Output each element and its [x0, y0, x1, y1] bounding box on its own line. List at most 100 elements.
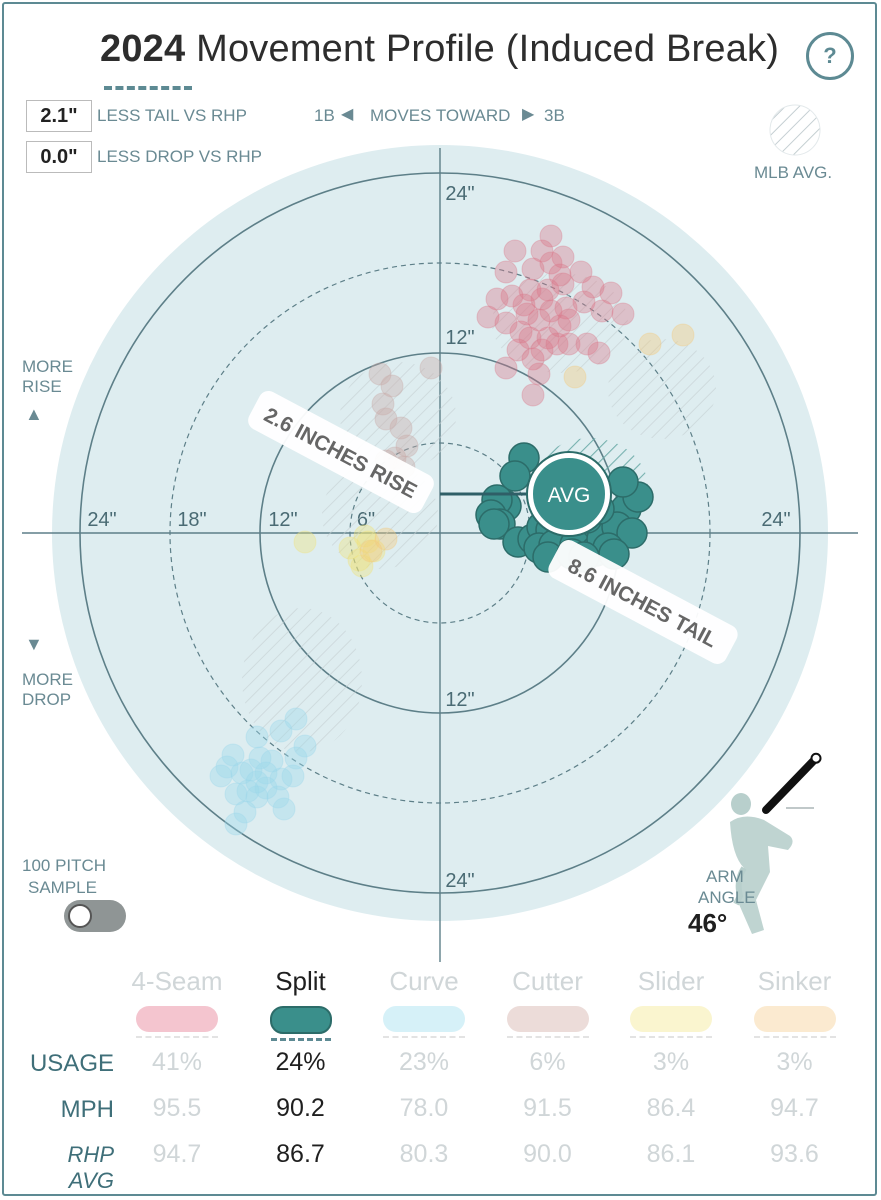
avg-marker-halo	[527, 452, 611, 536]
point-sinker-4	[374, 527, 398, 551]
point-cutter-0	[368, 362, 392, 386]
pitch-tab-label: Slider	[637, 966, 705, 996]
point-4-seam-16	[527, 308, 551, 332]
pitch-tab-sinker[interactable]: Sinker	[733, 964, 857, 1038]
pitch-color-pill[interactable]	[753, 1006, 836, 1032]
point-curve-0	[284, 707, 308, 731]
point-4-seam-6	[494, 260, 518, 284]
pitch-tab-label: Curve	[389, 966, 459, 996]
point-4-seam-20	[476, 305, 500, 329]
pitcher-figure	[730, 752, 822, 934]
pitch-tab-underline	[630, 1036, 712, 1038]
arrow-down-icon: ▼	[25, 634, 43, 654]
point-4-seam-5	[503, 239, 527, 263]
point-4-seam-26	[557, 332, 581, 356]
point-4-seam-4	[521, 257, 545, 281]
point-4-seam-19	[485, 287, 509, 311]
point-4-seam-33	[545, 332, 569, 356]
point-4-seam-29	[506, 338, 530, 362]
pitch-tab-cutter[interactable]: Cutter	[486, 964, 610, 1038]
tick-left-18: 18"	[177, 509, 206, 531]
point-4-seam-14	[554, 296, 578, 320]
sample-toggle[interactable]	[64, 900, 126, 932]
point-4-seam-23	[518, 326, 542, 350]
arrow-left-icon: ◀	[341, 106, 354, 123]
pitch-tab-4-seam[interactable]: 4-Seam	[115, 964, 239, 1038]
point-sinker-0	[638, 332, 662, 356]
arrow-right-icon: ▶	[522, 106, 535, 123]
point-4-seam-25	[548, 314, 572, 338]
pitch-color-pill[interactable]	[383, 1006, 465, 1032]
point-4-seam-12	[599, 281, 623, 305]
avg-marker-outline	[526, 451, 612, 537]
cell-rhp-avg-curve: 80.3	[399, 1140, 449, 1168]
point-4-seam-13	[572, 290, 596, 314]
pitcher-head	[731, 793, 751, 815]
pitcher-leg	[733, 866, 747, 906]
more-rise-label-1: MORE	[22, 357, 73, 376]
cell-mph-cutter: 91.5	[523, 1094, 572, 1122]
point-slider-5	[353, 524, 377, 548]
pitch-tab-slider[interactable]: Slider	[609, 964, 733, 1038]
tick-left-24: 24"	[87, 509, 116, 531]
cell-usage-curve: 23%	[398, 1048, 450, 1076]
point-curve-3	[293, 734, 317, 758]
point-slider-4	[362, 539, 386, 563]
point-4-seam-22	[509, 320, 533, 344]
point-cutter-2	[371, 392, 395, 416]
point-curve-4	[284, 746, 308, 770]
point-sinker-3	[359, 539, 383, 563]
cell-usage-4-seam: 41%	[151, 1048, 203, 1076]
point-4-seam-2	[539, 251, 563, 275]
row-label-usage: USAGE	[29, 1050, 114, 1077]
pitch-tab-label: Split	[275, 966, 326, 996]
point-curve-1	[269, 719, 293, 743]
cell-usage-slider: 3%	[652, 1048, 690, 1076]
point-cutter-5	[395, 434, 419, 458]
drop-value-box: 0.0"	[26, 141, 92, 173]
row-label-mph: MPH	[60, 1096, 114, 1123]
cell-rhp-avg-slider: 86.1	[646, 1140, 696, 1168]
page-title: 2024 Movement Profile (Induced Break)	[100, 28, 779, 71]
point-4-seam-1	[530, 239, 554, 263]
pitch-tab-underline	[383, 1036, 465, 1038]
point-4-seam-21	[494, 311, 518, 335]
point-4-seam-39	[548, 263, 572, 287]
point-4-seam-3	[551, 245, 575, 269]
pitch-color-pill[interactable]	[630, 1006, 712, 1032]
point-cutter-3	[374, 407, 398, 431]
point-curve-5	[260, 749, 284, 773]
tick-top-12: 12"	[445, 327, 474, 349]
direction-left-label: 1B	[314, 106, 335, 125]
mlb-avg-legend-label: MLB AVG.	[754, 163, 833, 182]
pitch-color-pill[interactable]	[136, 1006, 218, 1032]
point-split-6	[478, 508, 510, 540]
arm-label-2: ANGLE	[698, 888, 756, 907]
point-curve-12	[281, 764, 305, 788]
arm-angle-end	[810, 752, 822, 764]
tick-top-24: 24"	[445, 183, 474, 205]
point-curve-23	[236, 779, 260, 803]
point-curve-21	[224, 812, 248, 836]
pitch-color-pill[interactable]	[506, 1006, 589, 1032]
help-button[interactable]: ?	[806, 32, 854, 80]
pitch-tab-split[interactable]: Split	[239, 964, 363, 1041]
pitch-tab-underline	[270, 1038, 331, 1041]
point-4-seam-11	[581, 275, 605, 299]
point-sinker-1	[671, 323, 695, 347]
direction-right-label: 3B	[544, 106, 565, 125]
pitch-tab-curve[interactable]: Curve	[362, 964, 486, 1038]
point-curve-8	[215, 755, 239, 779]
cell-usage-cutter: 6%	[529, 1048, 566, 1076]
pitch-tab-underline	[136, 1036, 218, 1038]
point-cutter-1	[380, 374, 404, 398]
point-4-seam-35	[530, 287, 554, 311]
toggle-knob[interactable]	[68, 904, 92, 928]
more-rise-label-2: RISE	[22, 377, 62, 396]
more-drop-label-1: MORE	[22, 670, 73, 689]
tick-bottom-12: 12"	[445, 689, 474, 711]
pitch-color-pill[interactable]	[269, 1006, 332, 1034]
point-sinker-2	[563, 365, 587, 389]
pitcher-body	[730, 816, 793, 934]
row-label-rhp-avg: RHP AVG	[67, 1142, 114, 1193]
